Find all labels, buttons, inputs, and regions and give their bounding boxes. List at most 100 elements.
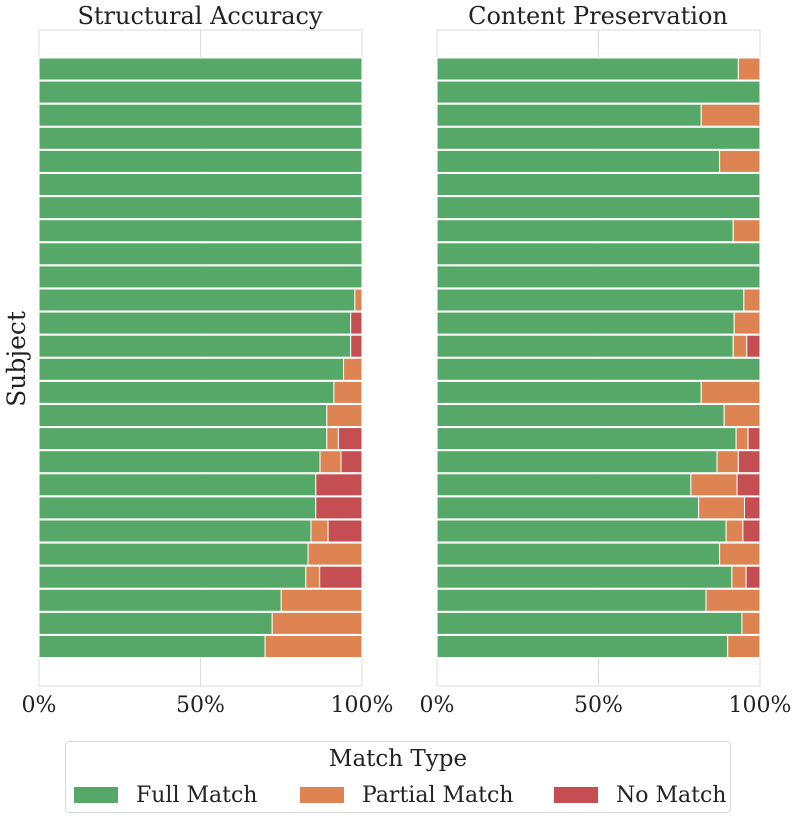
content-preservation-bar-row-19-no-match	[736, 473, 761, 497]
structural-accuracy-bar-row-22-full-match	[38, 542, 309, 566]
content-preservation-bar-row-17-no-match	[747, 427, 761, 451]
structural-accuracy-bar-row-23-full-match	[38, 565, 307, 589]
content-preservation-bar-row-2-full-match	[436, 80, 761, 104]
content-preservation-bar-row-24-partial-match	[705, 588, 761, 612]
structural-accuracy-bar-row-22-partial-match	[307, 542, 363, 566]
structural-accuracy-xtick-label-0: 0%	[22, 693, 57, 718]
content-preservation-bar-row-11-partial-match	[743, 288, 761, 312]
legend-swatch-full-match	[74, 787, 118, 803]
legend-label-no-match: No Match	[616, 782, 727, 808]
structural-accuracy-bar-row-24-partial-match	[280, 588, 363, 612]
content-preservation-bar-row-23-partial-match	[731, 565, 747, 589]
content-preservation-bar-row-19-full-match	[436, 473, 692, 497]
content-preservation-bar-row-20-no-match	[743, 496, 761, 520]
panel-title-structural-accuracy: Structural Accuracy	[77, 2, 323, 30]
legend: Match Type Full Match Partial Match No M…	[65, 741, 731, 813]
content-preservation-bar-row-18-partial-match	[716, 450, 739, 474]
structural-accuracy-bar-row-21-full-match	[38, 519, 312, 543]
content-preservation-bar-row-4-full-match	[436, 126, 761, 150]
content-preservation-bar-row-11-full-match	[436, 288, 745, 312]
structural-accuracy-bar-row-17-partial-match	[326, 427, 339, 451]
structural-accuracy-bar-row-23-no-match	[319, 565, 363, 589]
structural-accuracy-bar-row-18-no-match	[340, 450, 363, 474]
content-preservation-bar-row-16-partial-match	[723, 404, 761, 427]
content-preservation-bar-row-22-partial-match	[719, 542, 761, 566]
content-preservation-bar-row-15-full-match	[436, 380, 702, 404]
structural-accuracy-bar-row-15-full-match	[38, 380, 335, 404]
content-preservation-bar-row-12-full-match	[436, 311, 735, 335]
content-preservation-bar-row-9-full-match	[436, 242, 761, 266]
content-preservation-xtick-label-0: 0%	[420, 693, 455, 718]
content-preservation-bar-row-13-partial-match	[732, 334, 748, 358]
structural-accuracy-bar-row-14-partial-match	[343, 357, 363, 381]
structural-accuracy-bar-row-10-full-match	[38, 265, 363, 289]
structural-accuracy-bar-row-20-no-match	[315, 496, 363, 520]
structural-accuracy-bar-row-1-full-match	[38, 57, 363, 81]
structural-accuracy-bar-row-26-full-match	[38, 635, 266, 658]
structural-accuracy-bar-row-20-full-match	[38, 496, 317, 520]
content-preservation-bar-row-12-partial-match	[733, 311, 761, 335]
content-preservation-bar-row-21-no-match	[742, 519, 761, 543]
stacked-bar-chart: Subject Structural Accuracy 0% 50% 100% Co…	[2, 2, 792, 718]
content-preservation-bar-row-19-partial-match	[690, 473, 738, 497]
content-preservation-bar-row-18-full-match	[436, 450, 718, 474]
content-preservation-bar-row-20-partial-match	[698, 496, 745, 520]
structural-accuracy-bar-row-7-full-match	[38, 196, 363, 220]
structural-accuracy-bar-row-21-partial-match	[310, 519, 329, 543]
content-preservation-bar-row-1-partial-match	[737, 57, 761, 81]
legend-title: Match Type	[328, 746, 468, 772]
content-preservation-bar-row-21-full-match	[436, 519, 727, 543]
structural-accuracy-bar-row-9-full-match	[38, 242, 363, 266]
structural-accuracy-bar-row-11-partial-match	[354, 288, 363, 312]
content-preservation-bar-row-25-partial-match	[741, 611, 761, 635]
legend-swatch-partial-match	[300, 787, 344, 803]
structural-accuracy-bar-row-3-full-match	[38, 103, 363, 127]
content-preservation-bar-row-22-full-match	[436, 542, 721, 566]
content-preservation-bar-row-5-partial-match	[719, 149, 761, 173]
y-axis-label: Subject	[2, 311, 31, 407]
structural-accuracy-xtick-label-100: 100%	[331, 693, 394, 718]
structural-accuracy-bar-row-12-no-match	[350, 311, 363, 335]
structural-accuracy-bar-row-25-partial-match	[271, 611, 363, 635]
content-preservation-bar-row-7-full-match	[436, 196, 761, 220]
structural-accuracy-bar-row-12-full-match	[38, 311, 352, 335]
structural-accuracy-bar-row-15-partial-match	[333, 380, 363, 404]
structural-accuracy-bar-row-23-partial-match	[305, 565, 321, 589]
content-preservation-bar-row-5-full-match	[436, 149, 721, 173]
content-preservation-bar-row-13-no-match	[746, 334, 761, 358]
structural-accuracy-bar-row-18-partial-match	[319, 450, 342, 474]
content-preservation-xtick-label-100: 100%	[729, 693, 792, 718]
structural-accuracy-bar-row-13-full-match	[38, 334, 352, 358]
panel-structural-accuracy: Structural Accuracy 0% 50% 100%	[22, 2, 394, 718]
structural-accuracy-bar-row-16-full-match	[38, 404, 328, 427]
structural-accuracy-bar-row-5-full-match	[38, 149, 363, 173]
content-preservation-bar-row-6-full-match	[436, 173, 761, 196]
panel-title-content-preservation: Content Preservation	[468, 2, 728, 30]
content-preservation-bar-row-3-partial-match	[700, 103, 761, 127]
legend-swatch-no-match	[554, 787, 598, 803]
structural-accuracy-bar-row-19-no-match	[315, 473, 363, 497]
structural-accuracy-bar-row-17-no-match	[337, 427, 363, 451]
structural-accuracy-bar-row-11-full-match	[38, 288, 356, 312]
content-preservation-bar-row-17-full-match	[436, 427, 737, 451]
structural-accuracy-bar-row-24-full-match	[38, 588, 282, 612]
legend-label-partial-match: Partial Match	[362, 782, 514, 808]
content-preservation-bar-row-20-full-match	[436, 496, 700, 520]
content-preservation-bar-row-17-partial-match	[735, 427, 749, 451]
legend-item-no-match: No Match	[554, 782, 726, 808]
content-preservation-bar-row-23-no-match	[745, 565, 761, 589]
content-preservation-bar-row-16-full-match	[436, 404, 725, 427]
legend-item-full-match: Full Match	[74, 782, 257, 808]
content-preservation-bar-row-13-full-match	[436, 334, 734, 358]
content-preservation-bar-row-14-full-match	[436, 357, 761, 381]
content-preservation-bar-row-8-full-match	[436, 219, 734, 243]
content-preservation-bar-row-3-full-match	[436, 103, 702, 127]
content-preservation-xtick-label-50: 50%	[574, 693, 623, 718]
content-preservation-bar-row-23-full-match	[436, 565, 733, 589]
content-preservation-bar-row-18-no-match	[737, 450, 761, 474]
content-preservation-bar-row-10-full-match	[436, 265, 761, 289]
structural-accuracy-bar-row-6-full-match	[38, 173, 363, 196]
structural-accuracy-bar-row-2-full-match	[38, 80, 363, 104]
structural-accuracy-bar-row-8-full-match	[38, 219, 363, 243]
